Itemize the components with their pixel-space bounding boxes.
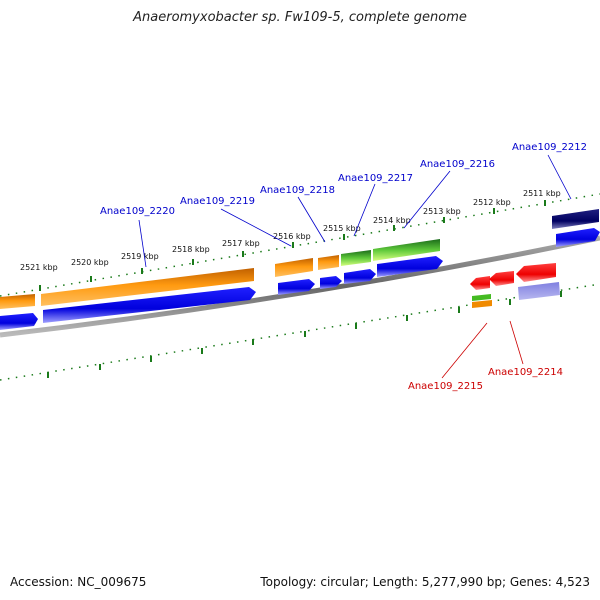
reverse-gene-track <box>470 263 560 308</box>
gene-bar-orange[interactable] <box>275 258 313 277</box>
cds-arrow-blue[interactable] <box>377 256 443 277</box>
kbp-label: 2514 kbp <box>373 216 411 225</box>
gene-label-2218[interactable]: Anae109_2218 <box>260 185 335 196</box>
gene-label-2215[interactable]: Anae109_2215 <box>408 381 483 392</box>
gene-label-2214[interactable]: Anae109_2214 <box>488 367 563 378</box>
cds-arrow-blue[interactable] <box>556 228 600 247</box>
gene-bar-orange[interactable] <box>472 300 492 308</box>
kbp-label: 2511 kbp <box>523 189 561 198</box>
cds-arrow-blue[interactable] <box>320 276 342 289</box>
gene-bar-green[interactable] <box>341 250 371 266</box>
cds-arrow-blue[interactable] <box>344 269 376 284</box>
genome-title: Anaeromyxobacter sp. Fw109-5, complete g… <box>133 10 467 25</box>
upper-major-ticks <box>39 200 546 291</box>
green-gene-track <box>341 239 440 266</box>
kbp-label: 2512 kbp <box>473 198 511 207</box>
gene-bar-orange[interactable] <box>41 268 254 306</box>
gene-label-2216[interactable]: Anae109_2216 <box>420 159 495 170</box>
kbp-label: 2515 kbp <box>323 224 361 233</box>
gene-label-2212[interactable]: Anae109_2212 <box>512 142 587 153</box>
accession-text: Accession: NC_009675 <box>10 575 147 589</box>
gene-bar-lavender[interactable] <box>518 282 560 300</box>
gene-arrow-red[interactable] <box>470 276 490 290</box>
cds-arrow-blue[interactable] <box>0 313 38 330</box>
blue-cds-track <box>0 228 600 330</box>
gene-bar-green[interactable] <box>373 239 440 261</box>
gene-label-2220[interactable]: Anae109_2220 <box>100 206 175 217</box>
gene-label-2219[interactable]: Anae109_2219 <box>180 196 255 207</box>
gene-bar-orange[interactable] <box>318 255 339 270</box>
kbp-label: 2520 kbp <box>71 258 109 267</box>
forward-leader-lines <box>138 154 572 268</box>
gene-bar-orange[interactable] <box>0 294 35 309</box>
kbp-label: 2517 kbp <box>222 239 260 248</box>
gene-label-2217[interactable]: Anae109_2217 <box>338 173 413 184</box>
kbp-label: 2521 kbp <box>20 263 58 272</box>
reverse-leader-lines <box>441 320 524 379</box>
cds-arrow-blue[interactable] <box>278 279 315 295</box>
gene-arrow-red[interactable] <box>516 263 556 282</box>
kbp-label: 2518 kbp <box>172 245 210 254</box>
lower-major-ticks <box>47 291 562 378</box>
kbp-label: 2519 kbp <box>121 252 159 261</box>
kbp-label: 2516 kbp <box>273 232 311 241</box>
kbp-label: 2513 kbp <box>423 207 461 216</box>
topology-summary: Topology: circular; Length: 5,277,990 bp… <box>260 575 590 589</box>
cds-arrow-blue[interactable] <box>43 287 256 323</box>
upper-tick-track <box>0 193 600 297</box>
gene-bar-green[interactable] <box>472 294 491 301</box>
gene-arrow-red[interactable] <box>489 271 514 286</box>
genome-backbone <box>0 235 600 338</box>
gene-bar-navy[interactable] <box>552 209 599 229</box>
orange-gene-track <box>0 255 339 309</box>
